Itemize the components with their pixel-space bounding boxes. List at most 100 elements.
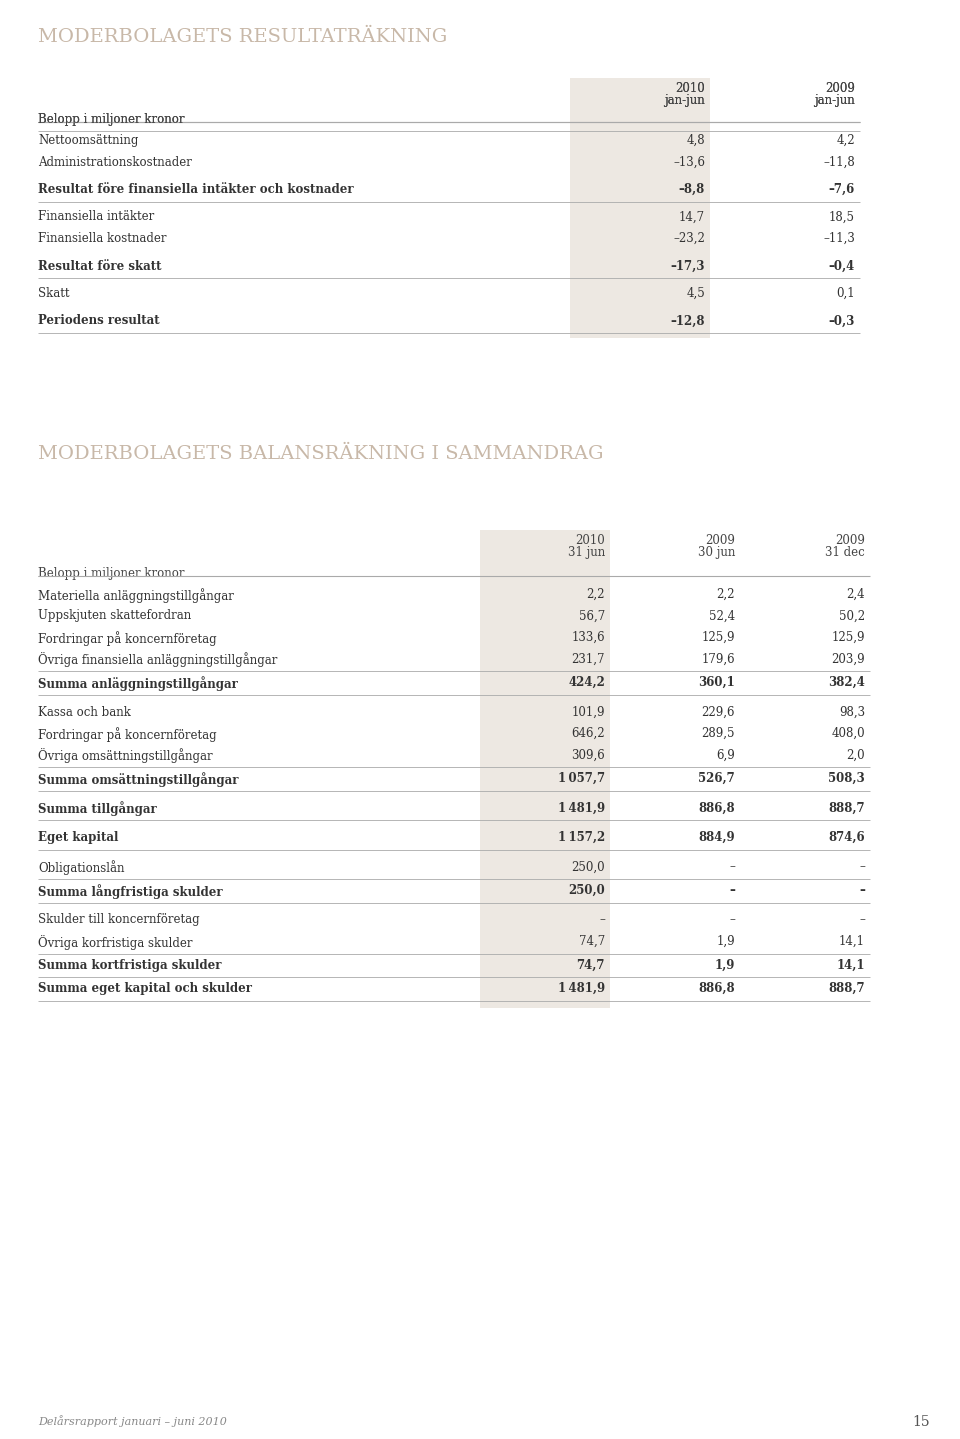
Text: 250,0: 250,0 [571,861,605,873]
Text: Övriga korfristiga skulder: Övriga korfristiga skulder [38,935,193,950]
Text: Skatt: Skatt [38,286,69,299]
Text: Eget kapital: Eget kapital [38,830,118,845]
Text: 31 dec: 31 dec [826,545,865,558]
Text: –: – [859,884,865,896]
Text: 231,7: 231,7 [571,652,605,665]
Text: MODERBOLAGETS RESULTATRÄKNING: MODERBOLAGETS RESULTATRÄKNING [38,27,447,46]
Text: 382,4: 382,4 [828,676,865,689]
Text: –: – [730,884,735,896]
Text: 646,2: 646,2 [571,727,605,740]
Text: Fordringar på koncernföretag: Fordringar på koncernföretag [38,727,217,743]
Text: Övriga omsättningstillgångar: Övriga omsättningstillgångar [38,748,212,764]
Text: Materiella anläggningstillgångar: Materiella anläggningstillgångar [38,589,234,603]
Text: –12,8: –12,8 [670,315,705,328]
Text: –: – [730,914,735,927]
Text: 2009: 2009 [826,82,855,95]
Text: 179,6: 179,6 [702,652,735,665]
Text: 1 157,2: 1 157,2 [558,830,605,845]
Text: 4,5: 4,5 [686,286,705,299]
Text: 874,6: 874,6 [828,830,865,845]
Text: jan-jun: jan-jun [814,94,855,106]
Text: Uppskjuten skattefordran: Uppskjuten skattefordran [38,610,191,623]
Text: Summa eget kapital och skulder: Summa eget kapital och skulder [38,981,252,994]
Text: 2010: 2010 [675,82,705,95]
Text: 1 057,7: 1 057,7 [558,771,605,786]
Text: 18,5: 18,5 [829,210,855,223]
Text: 888,7: 888,7 [828,981,865,994]
Text: Finansiella kostnader: Finansiella kostnader [38,232,166,245]
Text: 101,9: 101,9 [571,705,605,718]
Text: 203,9: 203,9 [831,652,865,665]
Text: –7,6: –7,6 [828,183,855,196]
Text: 424,2: 424,2 [568,676,605,689]
Text: 2,2: 2,2 [716,589,735,602]
Text: Administrationskostnader: Administrationskostnader [38,155,192,168]
Text: 508,3: 508,3 [828,771,865,786]
Text: 31 jun: 31 jun [567,545,605,558]
Text: 2,4: 2,4 [847,589,865,602]
Text: 2009: 2009 [826,82,855,95]
Text: Delårsrapport januari – juni 2010: Delårsrapport januari – juni 2010 [38,1415,227,1427]
Text: 52,4: 52,4 [708,610,735,623]
Text: 408,0: 408,0 [831,727,865,740]
Text: 360,1: 360,1 [698,676,735,689]
Text: Summa anläggningstillgångar: Summa anläggningstillgångar [38,676,238,691]
Text: Kassa och bank: Kassa och bank [38,705,131,718]
Text: –11,8: –11,8 [824,155,855,168]
Text: 1 481,9: 1 481,9 [558,981,605,994]
Text: –0,3: –0,3 [828,315,855,328]
Bar [570,78,710,338]
Text: 526,7: 526,7 [698,771,735,786]
Text: Belopp i miljoner kronor: Belopp i miljoner kronor [38,114,184,127]
Text: jan-jun: jan-jun [664,94,705,106]
Text: 2,0: 2,0 [847,748,865,761]
Text: Resultat före skatt: Resultat före skatt [38,259,161,272]
Text: 6,9: 6,9 [716,748,735,761]
Text: 15: 15 [912,1415,930,1429]
Text: MODERBOLAGETS BALANSRÄKNING I SAMMANDRAG: MODERBOLAGETS BALANSRÄKNING I SAMMANDRAG [38,445,604,463]
Text: 2009: 2009 [706,534,735,547]
Text: 2,2: 2,2 [587,589,605,602]
Text: –11,3: –11,3 [823,232,855,245]
Text: Nettoomsättning: Nettoomsättning [38,134,138,147]
Text: Finansiella intäkter: Finansiella intäkter [38,210,155,223]
Text: 56,7: 56,7 [579,610,605,623]
Text: Obligationslån: Obligationslån [38,861,125,875]
Text: 30 jun: 30 jun [698,545,735,558]
Text: 50,2: 50,2 [839,610,865,623]
Text: 4,8: 4,8 [686,134,705,147]
Text: Belopp i miljoner kronor: Belopp i miljoner kronor [38,114,184,127]
Text: 884,9: 884,9 [698,830,735,845]
Text: –: – [730,861,735,873]
Text: –8,8: –8,8 [679,183,705,196]
Text: Summa omsättningstillgångar: Summa omsättningstillgångar [38,771,238,787]
Text: jan-jun: jan-jun [814,94,855,106]
Text: 289,5: 289,5 [702,727,735,740]
Text: 886,8: 886,8 [698,981,735,994]
Text: 1,9: 1,9 [716,935,735,948]
Text: 309,6: 309,6 [571,748,605,761]
Text: –: – [599,914,605,927]
Text: 229,6: 229,6 [702,705,735,718]
Text: –23,2: –23,2 [673,232,705,245]
Text: Fordringar på koncernföretag: Fordringar på koncernföretag [38,630,217,646]
Text: –: – [859,914,865,927]
Text: 98,3: 98,3 [839,705,865,718]
Text: Summa långfristiga skulder: Summa långfristiga skulder [38,884,223,899]
Text: 14,7: 14,7 [679,210,705,223]
Text: 74,7: 74,7 [577,958,605,971]
Text: 2010: 2010 [575,534,605,547]
Bar [480,530,610,1007]
Text: Periodens resultat: Periodens resultat [38,315,159,328]
Text: 1,9: 1,9 [714,958,735,971]
Text: 250,0: 250,0 [568,884,605,896]
Text: Resultat före finansiella intäkter och kostnader: Resultat före finansiella intäkter och k… [38,183,353,196]
Text: 125,9: 125,9 [831,630,865,645]
Text: 14,1: 14,1 [839,935,865,948]
Text: 2009: 2009 [835,534,865,547]
Text: 2010: 2010 [675,82,705,95]
Text: Skulder till koncernföretag: Skulder till koncernföretag [38,914,200,927]
Text: 1 481,9: 1 481,9 [558,802,605,814]
Text: 125,9: 125,9 [702,630,735,645]
Text: –17,3: –17,3 [670,259,705,272]
